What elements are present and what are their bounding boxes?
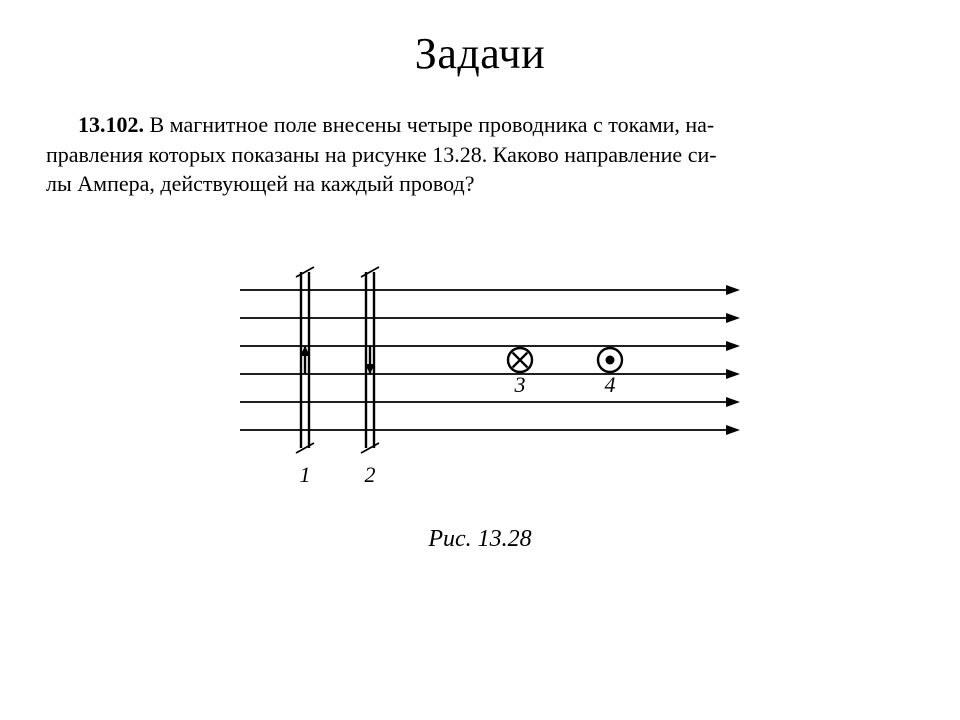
svg-text:2: 2 [365, 462, 376, 487]
page: Задачи 13.102. В магнитное поле внесены … [0, 0, 960, 720]
svg-text:3: 3 [514, 372, 526, 397]
svg-text:4: 4 [605, 372, 616, 397]
problem-text: 13.102. В магнитное поле внесены четыре … [46, 110, 914, 199]
problem-line3: лы Ампера, действующей на каждый провод? [46, 171, 474, 196]
svg-text:1: 1 [300, 462, 311, 487]
figure-caption: Рис. 13.28 [200, 526, 760, 553]
page-title: Задачи [0, 28, 960, 79]
problem-line2: правления которых показаны на рисунке 13… [46, 142, 717, 167]
figure-container: 1 2 3 4 Рис. 13.28 [0, 260, 960, 553]
problem-line1: В магнитное поле внесены четыре проводни… [150, 112, 715, 137]
figure-svg: 1 2 3 4 [200, 260, 760, 520]
figure: 1 2 3 4 Рис. 13.28 [200, 260, 760, 553]
problem-number: 13.102. [78, 112, 144, 137]
